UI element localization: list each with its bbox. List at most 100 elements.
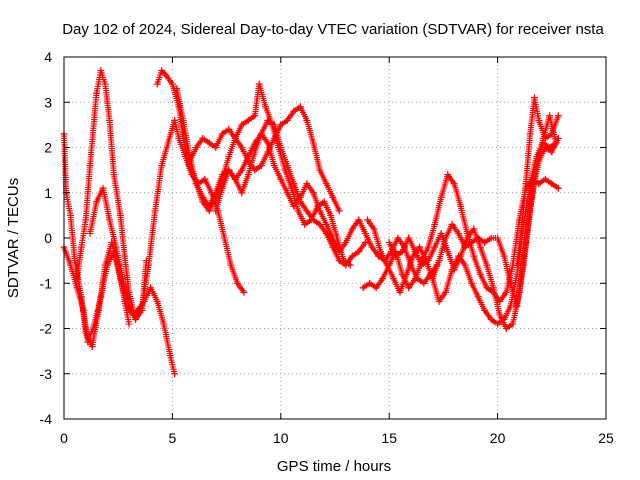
data-point — [106, 216, 113, 224]
data-point — [329, 243, 337, 251]
data-point — [199, 134, 207, 142]
data-point — [218, 184, 226, 192]
data-point — [257, 162, 265, 170]
data-point — [290, 202, 298, 210]
data-point — [125, 288, 133, 296]
data-point — [240, 288, 248, 296]
data-point — [502, 288, 510, 296]
data-point — [264, 139, 272, 147]
data-point — [487, 234, 495, 242]
data-point — [366, 279, 374, 287]
data-point — [416, 243, 424, 251]
data-point — [296, 193, 304, 201]
series-track-2 — [73, 67, 150, 323]
data-point — [554, 112, 562, 120]
data-point — [541, 175, 549, 183]
data-point — [468, 239, 476, 246]
data-point — [548, 148, 556, 156]
data-point — [390, 275, 397, 283]
data-point — [160, 320, 168, 328]
data-point — [476, 270, 484, 278]
data-point — [82, 329, 90, 337]
data-point — [212, 144, 220, 151]
data-point — [474, 234, 482, 242]
data-point — [225, 166, 233, 174]
data-point — [244, 116, 252, 124]
x-tick-label: 20 — [490, 430, 506, 446]
data-point — [374, 252, 382, 260]
data-point — [233, 279, 241, 287]
data-point — [435, 257, 443, 265]
data-point — [95, 306, 103, 314]
data-point — [301, 220, 309, 228]
series-plus-markers — [74, 67, 150, 323]
data-point — [303, 207, 311, 215]
x-axis-label: GPS time / hours — [277, 458, 391, 475]
data-point — [442, 234, 450, 242]
data-point — [531, 94, 538, 102]
data-point — [457, 252, 465, 260]
data-point — [463, 234, 471, 242]
x-tick-label: 0 — [60, 430, 68, 446]
data-point — [533, 162, 541, 170]
data-point — [86, 230, 94, 237]
data-point — [171, 370, 179, 378]
series-track-4 — [86, 116, 248, 323]
data-point — [322, 220, 330, 228]
data-point — [548, 180, 556, 188]
data-point — [474, 293, 482, 301]
data-point — [507, 279, 515, 287]
data-point — [435, 297, 443, 305]
data-point — [554, 184, 562, 192]
data-point — [461, 243, 469, 251]
data-point — [238, 121, 246, 129]
data-point — [444, 171, 452, 179]
data-point — [262, 103, 270, 111]
y-tick-label: -1 — [40, 275, 53, 291]
data-point — [348, 225, 356, 233]
data-point — [535, 180, 543, 188]
data-point — [437, 230, 445, 237]
data-point — [411, 275, 419, 283]
series-track-13 — [513, 94, 562, 269]
data-point — [251, 148, 259, 156]
data-point — [168, 80, 176, 88]
data-point — [322, 230, 330, 237]
x-tick-label: 25 — [598, 430, 614, 446]
data-point — [329, 234, 337, 242]
data-point — [275, 144, 283, 151]
data-point — [93, 89, 100, 97]
data-point — [405, 234, 413, 242]
data-point — [158, 162, 166, 170]
data-point — [392, 252, 400, 260]
data-point — [437, 193, 445, 201]
data-point — [112, 243, 120, 251]
data-point — [166, 352, 174, 360]
data-point — [132, 315, 139, 323]
data-point — [164, 139, 172, 147]
data-point — [327, 211, 335, 219]
data-point — [179, 134, 187, 142]
data-point — [231, 175, 239, 183]
data-point — [97, 67, 105, 75]
y-tick-label: 4 — [44, 49, 52, 65]
data-point — [385, 239, 393, 246]
x-tick-label: 15 — [381, 430, 397, 446]
data-point — [502, 325, 510, 332]
data-point — [470, 252, 478, 260]
data-point — [383, 261, 391, 269]
data-point — [283, 189, 291, 197]
data-point — [101, 80, 109, 88]
data-point — [420, 279, 428, 287]
data-point — [348, 252, 356, 260]
data-point — [77, 243, 85, 251]
data-point — [225, 153, 233, 161]
data-point — [88, 343, 96, 351]
data-point — [476, 243, 484, 251]
series-plus-markers — [173, 81, 354, 269]
data-point — [487, 315, 495, 323]
data-point — [283, 116, 291, 124]
data-point — [238, 189, 246, 197]
data-point — [448, 220, 456, 228]
data-point — [82, 216, 90, 224]
